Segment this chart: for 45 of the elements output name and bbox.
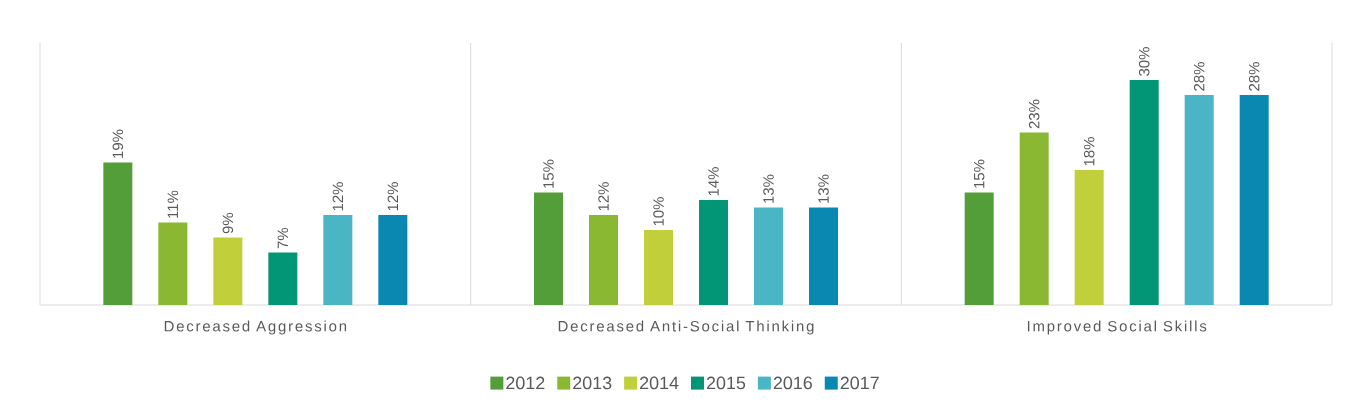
bar xyxy=(158,222,188,305)
data-label: 19% xyxy=(112,129,124,158)
bar xyxy=(1019,132,1049,305)
bar xyxy=(754,207,784,305)
data-label: 28% xyxy=(1248,62,1260,91)
data-label: 12% xyxy=(598,182,609,211)
data-label: 18% xyxy=(1083,137,1095,166)
bar xyxy=(644,230,674,305)
data-label: 15% xyxy=(973,159,985,188)
legend-label: 2014 xyxy=(640,376,679,390)
data-label: 23% xyxy=(1028,99,1040,129)
x-tick-label: Decreased Anti-Social Thinking xyxy=(558,320,814,335)
bar xyxy=(323,215,353,305)
bar xyxy=(103,162,133,305)
bar xyxy=(213,237,243,305)
bar xyxy=(1129,80,1159,305)
bar xyxy=(534,192,564,305)
data-label: 11% xyxy=(167,190,179,218)
bar xyxy=(1239,95,1269,305)
bar xyxy=(809,207,839,305)
x-tick-label: Improved Social Skills xyxy=(1027,320,1207,335)
data-label: 14% xyxy=(708,167,719,196)
bar xyxy=(964,192,994,305)
legend-label: 2017 xyxy=(840,376,879,390)
data-label: 9% xyxy=(222,212,234,234)
legend-label: 2016 xyxy=(773,376,812,390)
x-tick-label: Decreased Aggression xyxy=(164,320,347,335)
legend-label: 2012 xyxy=(506,376,545,390)
bar xyxy=(1184,95,1214,305)
data-label: 12% xyxy=(387,182,399,211)
data-label: 15% xyxy=(543,159,554,188)
bar xyxy=(378,215,408,305)
bar xyxy=(268,252,298,305)
bar xyxy=(1074,170,1104,305)
data-label: 13% xyxy=(818,174,829,203)
data-label: 7% xyxy=(277,227,289,249)
data-label: 13% xyxy=(763,174,774,203)
data-label: 10% xyxy=(653,197,664,226)
data-label: 30% xyxy=(1138,47,1150,76)
bar xyxy=(589,215,619,305)
data-label: 12% xyxy=(332,182,344,211)
legend-label: 2013 xyxy=(573,376,612,390)
data-label: 28% xyxy=(1193,62,1205,91)
legend-label: 2015 xyxy=(706,376,746,390)
bar xyxy=(699,200,729,305)
